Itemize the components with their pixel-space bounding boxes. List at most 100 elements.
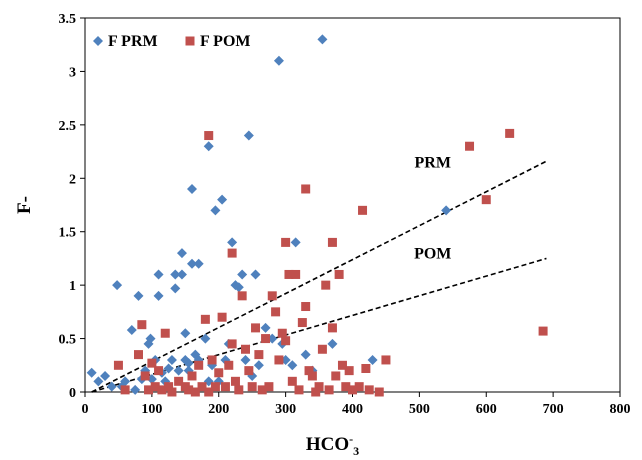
- data-point: [180, 328, 191, 339]
- data-point: [291, 269, 301, 279]
- data-point: [294, 385, 304, 395]
- data-point: [441, 205, 452, 216]
- data-point: [327, 338, 338, 349]
- data-point: [321, 280, 331, 290]
- data-point: [237, 269, 248, 280]
- data-point: [160, 328, 170, 338]
- data-point: [227, 339, 237, 349]
- data-point: [481, 195, 491, 205]
- data-point: [170, 269, 181, 280]
- data-point: [187, 183, 197, 194]
- data-point: [274, 355, 284, 365]
- data-point: [374, 387, 384, 397]
- data-point: [341, 382, 351, 392]
- data-point: [327, 237, 337, 247]
- data-point: [287, 376, 297, 386]
- axes: 0 100 200 300 400 500 600 700 800 0 0.5 1 1.5 2 2.5 3 3.…: [59, 12, 631, 417]
- data-point: [174, 376, 184, 386]
- data-point: [217, 194, 228, 205]
- data-point: [243, 130, 254, 141]
- data-point: [197, 382, 207, 392]
- data-point: [361, 363, 371, 373]
- data-point: [203, 141, 214, 152]
- data-point: [307, 371, 317, 381]
- data-point: [145, 333, 156, 344]
- y-tick-label: 0.5: [59, 333, 77, 348]
- x-tick-label: 600: [476, 402, 497, 417]
- data-point: [157, 385, 167, 395]
- y-tick-label: 1.5: [59, 226, 77, 241]
- x-tick-label: 800: [610, 402, 631, 417]
- data-point: [93, 376, 104, 387]
- data-point: [176, 248, 187, 259]
- series-f-pom: [113, 128, 548, 397]
- data-point: [227, 237, 238, 248]
- data-point: [381, 355, 391, 365]
- y-tick-label: 1: [69, 279, 76, 294]
- data-point: [204, 131, 214, 141]
- trendlines: [91, 160, 547, 393]
- data-point: [281, 336, 291, 346]
- data-point: [267, 291, 277, 301]
- data-point: [190, 387, 200, 397]
- data-point: [144, 385, 154, 395]
- data-point: [234, 385, 244, 395]
- data-point: [167, 387, 177, 397]
- data-point: [153, 269, 164, 280]
- annotation-prm: PRM: [415, 155, 451, 172]
- data-point: [200, 333, 211, 344]
- labels: HCO-3 F- PRM POM: [14, 155, 451, 458]
- data-point: [166, 354, 177, 365]
- data-point: [233, 282, 244, 293]
- data-point: [264, 382, 274, 392]
- data-point: [244, 366, 254, 376]
- legend-marker: [185, 36, 195, 46]
- data-point: [112, 280, 123, 291]
- x-tick-label: 500: [409, 402, 430, 417]
- data-point: [150, 382, 160, 392]
- data-point: [241, 344, 250, 354]
- data-point: [220, 382, 230, 392]
- data-point: [140, 371, 150, 381]
- x-tick-label: 300: [275, 402, 296, 417]
- data-point: [281, 237, 291, 247]
- legend-marker: [93, 36, 103, 46]
- x-tick-label: 100: [141, 402, 162, 417]
- data-point: [113, 360, 123, 370]
- data-point: [334, 269, 344, 279]
- data-point: [130, 384, 141, 395]
- x-tick-label: 0: [82, 402, 89, 417]
- annotation-pom: POM: [414, 245, 451, 262]
- data-point: [187, 371, 197, 381]
- data-point: [273, 55, 284, 66]
- y-tick-label: 3: [69, 65, 76, 80]
- data-point: [200, 314, 210, 324]
- data-point: [465, 141, 475, 151]
- data-point: [86, 367, 97, 378]
- data-point: [240, 354, 251, 365]
- data-point: [210, 205, 221, 216]
- legend-label: F PRM: [108, 33, 158, 50]
- data-point: [170, 283, 181, 294]
- data-point: [214, 368, 224, 378]
- data-point: [284, 269, 294, 279]
- data-point: [337, 360, 347, 370]
- y-tick-label: 3.5: [59, 12, 77, 27]
- data-point: [137, 320, 147, 330]
- data-point: [147, 358, 157, 368]
- data-point: [364, 385, 374, 395]
- data-point: [251, 323, 261, 333]
- data-point: [271, 307, 281, 317]
- data-point: [311, 387, 321, 397]
- data-point: [133, 290, 144, 301]
- data-point: [184, 385, 194, 395]
- x-tick-label: 700: [543, 402, 564, 417]
- data-point: [120, 385, 130, 395]
- data-point: [290, 237, 301, 248]
- data-points: [86, 34, 548, 397]
- data-point: [120, 376, 131, 387]
- data-point: [354, 382, 364, 392]
- y-tick-label: 2.5: [59, 119, 77, 134]
- data-point: [253, 360, 264, 371]
